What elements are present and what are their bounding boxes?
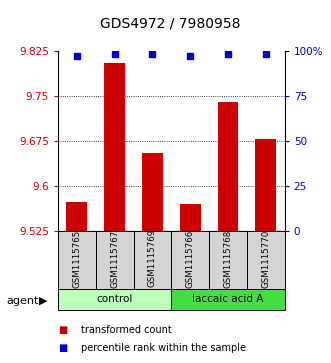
Text: laccaic acid A: laccaic acid A	[192, 294, 264, 305]
Bar	[247, 231, 285, 289]
Bar	[171, 231, 209, 289]
Bar	[180, 204, 201, 231]
Text: control: control	[96, 294, 133, 305]
Text: GSM1115768: GSM1115768	[223, 229, 232, 287]
Text: GSM1115769: GSM1115769	[148, 229, 157, 287]
Bar	[209, 231, 247, 289]
Text: GSM1115767: GSM1115767	[110, 229, 119, 287]
Text: percentile rank within the sample: percentile rank within the sample	[81, 343, 246, 354]
Text: transformed count: transformed count	[81, 325, 172, 335]
Bar	[217, 102, 238, 231]
Text: agent: agent	[7, 295, 39, 306]
Text: ■: ■	[58, 343, 67, 354]
Bar	[133, 231, 171, 289]
Text: GSM1115770: GSM1115770	[261, 229, 270, 287]
Bar	[104, 63, 125, 231]
Text: GSM1115765: GSM1115765	[72, 229, 81, 287]
Bar	[142, 153, 163, 231]
Bar	[171, 289, 285, 310]
Text: GSM1115766: GSM1115766	[186, 229, 195, 287]
Bar	[58, 289, 171, 310]
Text: ▶: ▶	[39, 295, 48, 306]
Bar	[67, 202, 87, 231]
Bar	[256, 139, 276, 231]
Bar	[96, 231, 133, 289]
Bar	[58, 231, 96, 289]
Text: ■: ■	[58, 325, 67, 335]
Text: GDS4972 / 7980958: GDS4972 / 7980958	[100, 17, 241, 30]
